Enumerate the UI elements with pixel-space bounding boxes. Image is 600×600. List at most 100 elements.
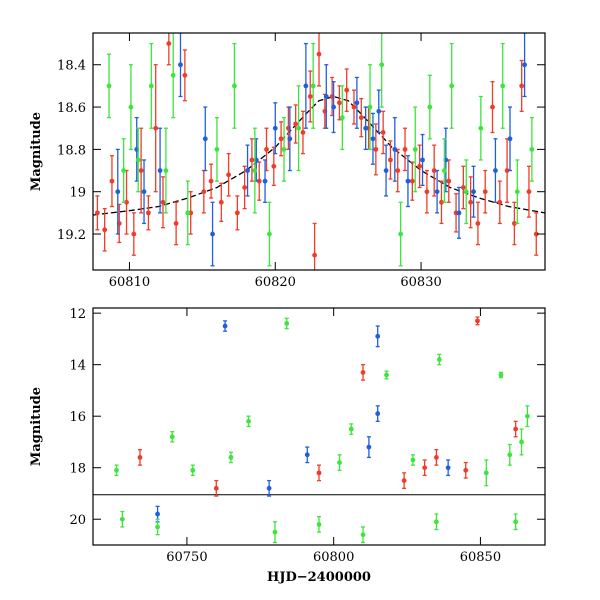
y-tick-label: 12 [69, 307, 86, 322]
data-point [331, 81, 336, 134]
data-marker [483, 470, 489, 476]
data-point [493, 138, 498, 203]
data-marker [507, 136, 513, 142]
y-tick-label: 19 [69, 186, 86, 201]
data-marker [478, 125, 484, 131]
data-marker [410, 457, 416, 463]
y-axis-label: Magnitude [29, 112, 44, 191]
data-marker [94, 210, 100, 216]
data-point [375, 405, 381, 422]
data-marker [493, 168, 498, 173]
data-marker [513, 426, 519, 432]
data-marker [157, 168, 163, 173]
x-tick-label: 60750 [166, 550, 207, 565]
data-marker [522, 62, 527, 68]
top-panel: 60810 60820 60830 18.4 18.6 18.8 19 19.2 Magnitu… [29, 32, 546, 290]
data-marker [153, 125, 159, 131]
data-marker [307, 94, 313, 99]
data-point [228, 451, 234, 464]
data-point [307, 70, 313, 123]
data-point [272, 102, 278, 155]
data-point [281, 116, 287, 182]
data-marker [141, 189, 147, 195]
data-marker [232, 83, 237, 89]
data-point [210, 201, 215, 267]
data-marker [468, 199, 474, 205]
data-marker [384, 372, 389, 378]
data-marker [218, 199, 224, 205]
data-marker [135, 157, 141, 163]
data-point [304, 446, 310, 464]
x-tick-label: 60830 [400, 275, 441, 290]
data-point [155, 518, 160, 536]
data-point [316, 516, 322, 533]
data-marker [278, 136, 284, 142]
data-marker [383, 168, 389, 173]
data-point [514, 159, 520, 225]
data-point [529, 116, 535, 182]
data-marker [533, 231, 539, 237]
data-point [460, 165, 466, 210]
plot-frame [92, 32, 546, 271]
data-point [384, 370, 389, 380]
data-marker [351, 104, 357, 110]
data-marker [524, 413, 530, 419]
series-0 [94, 33, 539, 270]
data-point [242, 165, 248, 210]
data-point [398, 201, 404, 267]
data-point [148, 42, 154, 129]
data-point [434, 449, 439, 466]
data-point [137, 449, 143, 466]
data-marker [256, 178, 262, 184]
data-point [323, 64, 329, 129]
data-marker [402, 146, 408, 152]
data-point [208, 163, 214, 199]
data-marker [155, 511, 160, 517]
data-point [475, 316, 480, 326]
data-marker [208, 178, 214, 184]
data-marker [504, 168, 510, 173]
data-marker [337, 460, 342, 465]
data-marker [304, 452, 310, 458]
data-marker [106, 83, 112, 89]
data-point [360, 364, 366, 381]
data-marker [202, 136, 208, 142]
data-point [363, 106, 369, 151]
data-marker [490, 104, 495, 110]
data-marker [284, 321, 290, 326]
data-point [405, 155, 411, 208]
x-tick-label: 60810 [109, 275, 150, 290]
data-point [434, 169, 440, 214]
data-marker [348, 426, 354, 432]
data-point [296, 85, 301, 172]
data-point [475, 201, 481, 246]
y-tick-label: 18.8 [57, 143, 86, 158]
data-marker [375, 411, 381, 417]
data-marker [456, 210, 462, 216]
data-point [218, 182, 224, 222]
data-marker [281, 146, 287, 152]
data-marker [420, 157, 425, 163]
data-point [513, 513, 519, 531]
data-marker [417, 163, 423, 169]
data-point [370, 112, 376, 165]
data-marker [331, 104, 336, 110]
data-marker [169, 434, 175, 440]
data-marker [337, 100, 342, 106]
data-marker [102, 227, 108, 233]
series-1 [115, 33, 527, 267]
data-point [337, 85, 342, 121]
data-marker [121, 168, 127, 173]
data-point [214, 116, 220, 182]
data-marker [395, 168, 401, 173]
data-marker [182, 72, 188, 78]
data-point [272, 521, 278, 544]
data-point [367, 64, 373, 151]
x-axis-label: HJD−2400000 [267, 570, 371, 585]
data-point [339, 85, 345, 151]
data-point [138, 127, 144, 214]
data-point [146, 195, 151, 231]
data-point [163, 127, 169, 214]
data-point [354, 76, 360, 129]
data-point [135, 127, 141, 193]
